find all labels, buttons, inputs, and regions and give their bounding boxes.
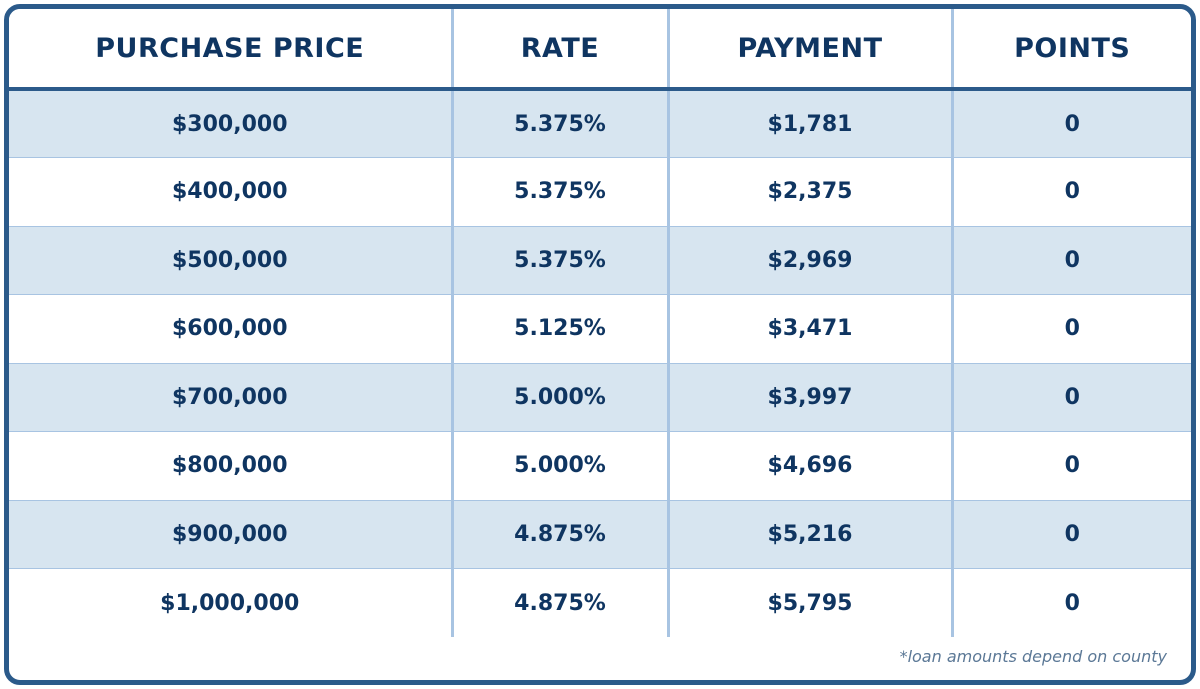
table-row: $1,000,000 4.875% $5,795 0 [9,568,1191,637]
cell-payment: $3,471 [666,294,952,364]
cell-rate: 5.375% [450,89,668,158]
table-row: $800,000 5.000% $4,696 0 [9,431,1191,501]
cell-payment: $5,216 [666,500,952,569]
cell-rate: 5.000% [450,431,668,501]
cell-points: 0 [950,500,1191,569]
cell-purchase-price: $600,000 [9,294,452,364]
footnote: *loan amounts depend on county [899,647,1167,666]
cell-payment: $1,781 [666,89,952,158]
cell-points: 0 [950,431,1191,501]
cell-points: 0 [950,157,1191,227]
column-header-purchase-price: PURCHASE PRICE [9,9,452,91]
cell-purchase-price: $800,000 [9,431,452,501]
column-header-payment: PAYMENT [666,9,952,91]
cell-rate: 4.875% [450,568,668,637]
cell-payment: $4,696 [666,431,952,501]
cell-points: 0 [950,226,1191,295]
column-header-points: POINTS [950,9,1191,91]
cell-points: 0 [950,363,1191,432]
cell-purchase-price: $300,000 [9,89,452,158]
cell-points: 0 [950,568,1191,637]
cell-rate: 5.125% [450,294,668,364]
cell-purchase-price: $900,000 [9,500,452,569]
cell-points: 0 [950,89,1191,158]
cell-purchase-price: $400,000 [9,157,452,227]
table-row: $400,000 5.375% $2,375 0 [9,157,1191,227]
cell-rate: 5.375% [450,226,668,295]
table-row: $500,000 5.375% $2,969 0 [9,226,1191,295]
table-header-row: PURCHASE PRICE RATE PAYMENT POINTS [9,9,1191,91]
rate-table-card: PURCHASE PRICE RATE PAYMENT POINTS $300,… [4,4,1196,685]
cell-purchase-price: $1,000,000 [9,568,452,637]
table-row: $300,000 5.375% $1,781 0 [9,89,1191,158]
cell-rate: 5.000% [450,363,668,432]
cell-rate: 5.375% [450,157,668,227]
table-row: $700,000 5.000% $3,997 0 [9,363,1191,432]
table-row: $900,000 4.875% $5,216 0 [9,500,1191,569]
cell-payment: $3,997 [666,363,952,432]
cell-payment: $2,375 [666,157,952,227]
table-row: $600,000 5.125% $3,471 0 [9,294,1191,364]
column-header-rate: RATE [450,9,668,91]
cell-rate: 4.875% [450,500,668,569]
cell-points: 0 [950,294,1191,364]
cell-payment: $2,969 [666,226,952,295]
cell-payment: $5,795 [666,568,952,637]
cell-purchase-price: $700,000 [9,363,452,432]
rate-table: PURCHASE PRICE RATE PAYMENT POINTS $300,… [9,9,1191,637]
cell-purchase-price: $500,000 [9,226,452,295]
